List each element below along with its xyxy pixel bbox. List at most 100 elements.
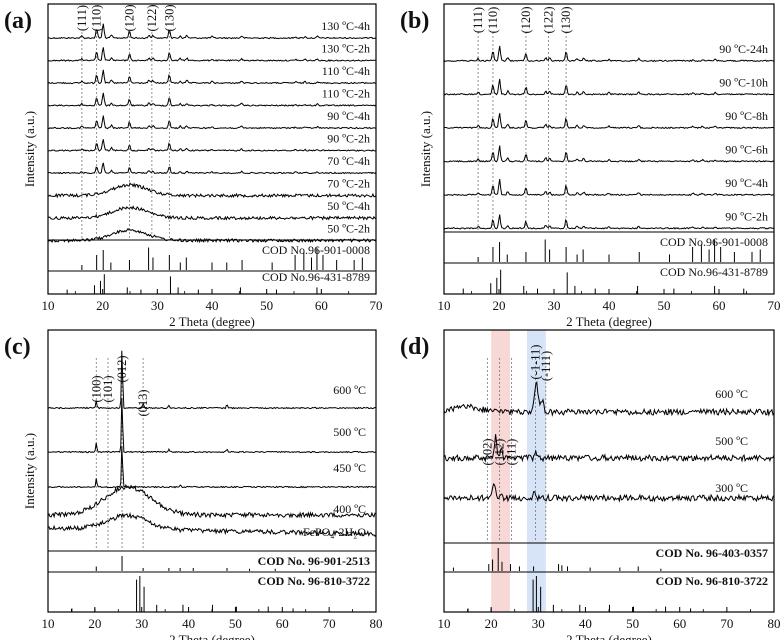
x-tick-label: 60 xyxy=(673,616,686,631)
x-tick-label: 70 xyxy=(720,616,733,631)
panel-label: (d) xyxy=(400,334,429,360)
xrd-trace xyxy=(48,92,377,107)
series-label: 600 ºC xyxy=(333,383,366,397)
peak-label: (120) xyxy=(519,6,533,33)
xrd-trace xyxy=(47,446,377,489)
series-label: 450 ºC xyxy=(333,461,366,475)
peak-label: (111) xyxy=(75,5,89,31)
x-tick-label: 30 xyxy=(532,616,545,631)
reference-label: COD No. 96-810-3722 xyxy=(258,574,370,588)
x-tick-label: 60 xyxy=(315,298,328,313)
peak-label: (211) xyxy=(504,439,518,466)
reference-label: COD No.96-901-0008 xyxy=(660,235,768,249)
reference-label: COD No.96-901-0008 xyxy=(262,243,370,257)
x-tick-label: 10 xyxy=(42,616,55,631)
x-tick-label: 30 xyxy=(151,298,164,313)
reference-label: COD No.96-431-8789 xyxy=(262,270,370,284)
peak-label: (-1-11) xyxy=(528,345,542,380)
xrd-trace xyxy=(47,47,377,62)
x-tick-label: 70 xyxy=(323,616,336,631)
plot-frame xyxy=(47,329,377,613)
peak-label: (100) xyxy=(89,375,103,402)
xrd-trace xyxy=(443,45,775,63)
peak-label: (110) xyxy=(486,7,500,34)
xrd-trace xyxy=(47,350,376,410)
x-tick-label: 40 xyxy=(206,298,219,313)
series-label: 50 ºC-4h xyxy=(327,199,370,213)
xrd-trace xyxy=(47,398,377,454)
series-label: 70 ºC-4h xyxy=(327,154,370,168)
x-axis-label: 2 Theta (degree) xyxy=(169,314,255,329)
x-tick-label: 30 xyxy=(135,616,148,631)
series-label: 90 ºC-4h xyxy=(327,109,370,123)
xrd-trace xyxy=(47,182,377,199)
peak-label: (122) xyxy=(542,6,556,33)
x-tick-label: 50 xyxy=(229,616,242,631)
panel-a: 10 20 30 40 50 60 70 2 Theta (degree) Intensity … xyxy=(4,3,383,329)
peak-label: (130) xyxy=(162,4,176,31)
x-tick-label: 70 xyxy=(370,298,383,313)
x-tick-label: 10 xyxy=(438,298,451,313)
x-tick-label: 50 xyxy=(626,616,639,631)
series-label: 90 ºC-8h xyxy=(725,109,768,123)
peak-label: (-111) xyxy=(539,351,553,381)
x-tick-label: 80 xyxy=(370,616,383,631)
series-label: 70 ºC-2h xyxy=(327,177,370,191)
series-label: 130 ºC-2h xyxy=(321,42,370,56)
y-axis-label: Intensity (a.u.) xyxy=(22,433,37,509)
peak-label: (102) xyxy=(480,438,494,465)
xrd-trace xyxy=(47,227,377,244)
y-axis-label: Intensity (a.u.) xyxy=(22,111,37,187)
series-label: 90 ºC-4h xyxy=(725,176,768,190)
series-label: 500 ºC xyxy=(333,425,366,439)
panel-label: (c) xyxy=(4,334,31,360)
peak-label: (122) xyxy=(145,4,159,31)
x-tick-label: 40 xyxy=(579,616,592,631)
series-label: 500 ºC xyxy=(715,434,748,448)
peak-label: (110) xyxy=(90,5,104,32)
xrd-trace xyxy=(47,69,376,85)
x-tick-label: 10 xyxy=(438,616,451,631)
series-label: 110 ºC-4h xyxy=(322,64,370,78)
x-tick-label: 70 xyxy=(768,298,781,313)
panel-b: 10 20 30 40 50 60 70 2 Theta (degree) Intensity … xyxy=(400,3,781,329)
y-axis-label: Intensity (a.u.) xyxy=(418,111,433,187)
peak-label: (101) xyxy=(101,375,115,402)
x-tick-label: 10 xyxy=(42,298,55,313)
peak-label: (013) xyxy=(136,389,150,416)
x-tick-label: 50 xyxy=(658,298,671,313)
xrd-trace xyxy=(443,145,775,163)
x-tick-label: 20 xyxy=(493,298,506,313)
peak-label: (130) xyxy=(559,6,573,33)
x-tick-label: 50 xyxy=(260,298,273,313)
reference-label: COD No. 96-403-0357 xyxy=(656,546,768,560)
x-tick-label: 30 xyxy=(548,298,561,313)
series-label: FePO₄·2H₂O xyxy=(303,525,366,539)
xrd-trace xyxy=(443,380,775,417)
series-label: 600 ºC xyxy=(715,387,748,401)
xrd-trace xyxy=(48,139,377,152)
x-axis-label: 2 Theta (degree) xyxy=(566,632,652,640)
xrd-trace xyxy=(47,483,377,519)
x-tick-label: 20 xyxy=(485,616,498,631)
x-tick-label: 60 xyxy=(713,298,726,313)
x-tick-label: 20 xyxy=(88,616,101,631)
panel-label: (a) xyxy=(4,8,32,34)
x-tick-label: 60 xyxy=(276,616,289,631)
series-label: 50 ºC-2h xyxy=(327,222,370,236)
series-label: 90 ºC-2h xyxy=(327,132,370,146)
reference-label: COD No. 96-810-3722 xyxy=(656,574,768,588)
x-tick-label: 40 xyxy=(182,616,195,631)
xrd-trace xyxy=(47,205,377,221)
xrd-trace xyxy=(47,23,377,40)
x-tick-label: 40 xyxy=(603,298,616,313)
panel-c: 10 20 30 40 50 60 70 80 2 Theta (degree) Intensit… xyxy=(4,329,383,640)
x-axis-label: 2 Theta (degree) xyxy=(566,314,652,329)
series-label: 90 ºC-24h xyxy=(719,42,768,56)
xrd-trace xyxy=(443,434,775,463)
series-label: 130 ºC-4h xyxy=(321,19,370,33)
panel-label: (b) xyxy=(400,8,429,34)
reference-label: COD No.96-431-8789 xyxy=(660,265,768,279)
reference-label: COD No. 96-901-2513 xyxy=(258,554,370,568)
